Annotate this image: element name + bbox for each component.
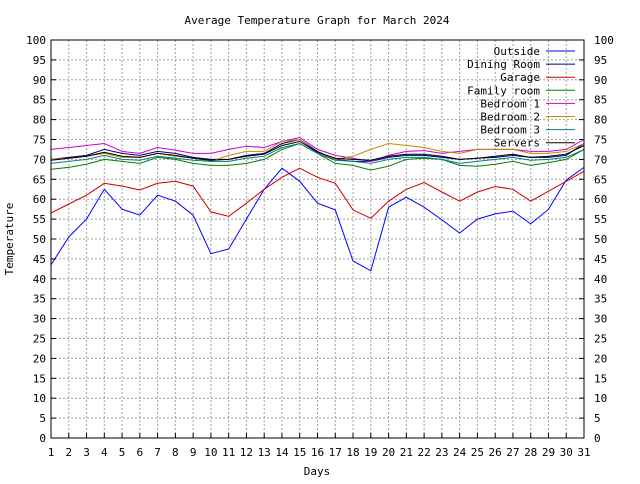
x-tick-label: 30 (560, 446, 573, 459)
x-tick-label: 25 (471, 446, 484, 459)
x-tick-label: 28 (524, 446, 537, 459)
plot-border (50, 39, 585, 439)
y-tick-label-right: 55 (594, 213, 607, 226)
legend-label-bedroom-2: Bedroom 2 (480, 111, 540, 124)
y-tick-label-left: 30 (33, 313, 46, 326)
y-tick-label-right: 95 (594, 54, 607, 67)
x-tick-label: 31 (577, 446, 590, 459)
x-tick-label: 17 (329, 446, 342, 459)
y-tick-label-left: 90 (33, 74, 46, 87)
y-tick-label-left: 40 (33, 273, 46, 286)
x-tick-label: 10 (204, 446, 217, 459)
y-tick-label-left: 60 (33, 193, 46, 206)
y-tick-label-left: 35 (33, 293, 46, 306)
x-tick-label: 22 (417, 446, 430, 459)
y-tick-label-left: 0 (39, 432, 46, 445)
x-tick-label: 2 (65, 446, 72, 459)
x-tick-label: 1 (48, 446, 55, 459)
y-axis-label: Temperature (3, 203, 16, 276)
x-tick-label: 11 (222, 446, 235, 459)
x-tick-label: 21 (400, 446, 413, 459)
x-tick-label: 6 (137, 446, 144, 459)
legend-label-outside: Outside (494, 45, 540, 58)
y-tick-label-left: 70 (33, 153, 46, 166)
y-tick-label-left: 50 (33, 233, 46, 246)
y-tick-label-right: 0 (594, 432, 601, 445)
grid (51, 40, 584, 438)
y-tick-label-right: 60 (594, 193, 607, 206)
legend-label-servers: Servers (494, 137, 540, 150)
y-tick-label-right: 50 (594, 233, 607, 246)
x-tick-label: 13 (258, 446, 271, 459)
x-tick-label: 3 (83, 446, 90, 459)
y-tick-label-right: 45 (594, 253, 607, 266)
y-tick-label-left: 20 (33, 352, 46, 365)
legend-label-bedroom-1: Bedroom 1 (480, 97, 540, 110)
x-tick-label: 7 (154, 446, 161, 459)
y-tick-label-right: 5 (594, 412, 601, 425)
x-tick-label: 14 (275, 446, 289, 459)
legend-label-dining-room: Dining Room (467, 58, 540, 71)
x-tick-label: 4 (101, 446, 108, 459)
x-tick-label: 20 (382, 446, 395, 459)
x-tick-label: 12 (240, 446, 253, 459)
y-tick-label-left: 5 (39, 412, 46, 425)
series-line-outside (50, 166, 585, 272)
legend-label-garage: Garage (500, 71, 540, 84)
x-tick-label: 26 (489, 446, 502, 459)
y-tick-label-left: 45 (33, 253, 46, 266)
series-line-garage (50, 167, 585, 219)
y-tick-label-left: 10 (33, 392, 46, 405)
chart-title: Average Temperature Graph for March 2024 (185, 14, 450, 27)
x-tick-label: 19 (364, 446, 377, 459)
legend-label-family-room: Family room (467, 84, 540, 97)
x-tick-label: 15 (293, 446, 306, 459)
y-tick-label-right: 65 (594, 173, 607, 186)
x-tick-label: 23 (435, 446, 448, 459)
x-tick-label: 18 (346, 446, 359, 459)
y-tick-label-right: 85 (594, 94, 607, 107)
y-tick-label-left: 65 (33, 173, 46, 186)
y-tick-label-left: 85 (33, 94, 46, 107)
series-line-servers (50, 140, 585, 161)
x-tick-label: 29 (542, 446, 555, 459)
y-tick-label-right: 30 (594, 313, 607, 326)
y-tick-label-right: 20 (594, 352, 607, 365)
y-tick-label-right: 75 (594, 134, 607, 147)
y-tick-label-right: 40 (594, 273, 607, 286)
y-tick-label-left: 15 (33, 372, 46, 385)
x-tick-label: 9 (190, 446, 197, 459)
y-tick-label-right: 35 (594, 293, 607, 306)
series-line-dining-room (50, 138, 585, 162)
series-lines (50, 136, 585, 272)
y-tick-label-left: 75 (33, 134, 46, 147)
y-tick-label-left: 55 (33, 213, 46, 226)
y-tick-label-right: 80 (594, 114, 607, 127)
x-tick-label: 5 (119, 446, 126, 459)
y-tick-label-right: 15 (594, 372, 607, 385)
x-tick-label: 8 (172, 446, 179, 459)
legend-label-bedroom-3: Bedroom 3 (480, 124, 540, 137)
series-line-bedroom-3 (50, 142, 585, 164)
y-tick-label-left: 25 (33, 333, 46, 346)
x-axis-label: Days (304, 465, 331, 478)
y-tick-label-left: 80 (33, 114, 46, 127)
y-tick-label-right: 25 (594, 333, 607, 346)
x-tick-label: 24 (453, 446, 467, 459)
x-tick-label: 27 (506, 446, 519, 459)
y-tick-label-right: 90 (594, 74, 607, 87)
y-tick-label-right: 10 (594, 392, 607, 405)
x-tick-label: 16 (311, 446, 324, 459)
y-tick-label-left: 100 (26, 34, 46, 47)
y-tick-label-right: 100 (594, 34, 614, 47)
y-tick-label-left: 95 (33, 54, 46, 67)
y-tick-label-right: 70 (594, 153, 607, 166)
